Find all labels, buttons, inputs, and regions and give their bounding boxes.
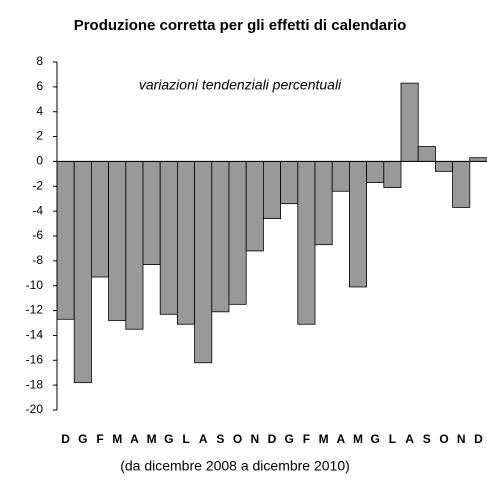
y-tick-label: -6 xyxy=(32,228,43,242)
bar xyxy=(262,161,281,220)
x-tick-label: L xyxy=(389,432,396,446)
bar xyxy=(314,161,333,246)
x-tick-label: A xyxy=(336,432,345,446)
x-tick-label: O xyxy=(439,432,448,446)
y-tick-label: -14 xyxy=(26,328,44,342)
x-tick-label: O xyxy=(233,432,242,446)
bar xyxy=(211,161,230,313)
bar xyxy=(434,161,453,172)
x-tick-label: G xyxy=(164,432,173,446)
bar xyxy=(417,146,436,162)
bar xyxy=(142,161,161,265)
x-tick-label: M xyxy=(319,432,329,446)
x-tick-label: D xyxy=(474,432,483,446)
bar xyxy=(400,82,419,162)
y-tick-label: -16 xyxy=(26,352,44,366)
bar xyxy=(469,157,487,162)
bar xyxy=(125,161,144,330)
y-tick-label: -8 xyxy=(32,253,43,267)
bar xyxy=(331,161,350,192)
chart-subtitle: variazioni tendenziali percentuali xyxy=(139,77,342,93)
x-tick-label: A xyxy=(199,432,208,446)
x-tick-label: F xyxy=(96,432,103,446)
x-tick-label: M xyxy=(112,432,122,446)
bar xyxy=(280,161,299,205)
x-tick-label: A xyxy=(130,432,139,446)
x-tick-label: M xyxy=(147,432,157,446)
y-tick-label: 2 xyxy=(36,129,43,143)
x-tick-label: G xyxy=(285,432,294,446)
x-tick-label: D xyxy=(61,432,70,446)
x-tick-label: N xyxy=(250,432,259,446)
x-tick-label: D xyxy=(268,432,277,446)
x-tick-label: G xyxy=(78,432,87,446)
bar xyxy=(366,161,385,183)
bar xyxy=(348,161,367,288)
bar xyxy=(228,161,247,305)
y-tick-label: -18 xyxy=(26,377,44,391)
y-tick-label: 6 xyxy=(36,79,43,93)
y-tick-label: -2 xyxy=(32,178,43,192)
y-tick-label: -12 xyxy=(26,303,44,317)
x-tick-label: L xyxy=(182,432,189,446)
y-tick-label: 8 xyxy=(36,54,43,68)
y-tick-label: -10 xyxy=(26,278,44,292)
y-tick-label: 4 xyxy=(36,104,43,118)
x-tick-label: F xyxy=(303,432,310,446)
x-tick-label: A xyxy=(405,432,414,446)
x-axis-label: (da dicembre 2008 a dicembre 2010) xyxy=(120,458,350,474)
x-tick-label: S xyxy=(216,432,224,446)
bar xyxy=(91,161,110,278)
bar xyxy=(383,161,402,188)
chart-title: Produzione corretta per gli effetti di c… xyxy=(73,17,407,34)
bar xyxy=(194,161,213,364)
x-tick-label: M xyxy=(353,432,363,446)
y-tick-label: -4 xyxy=(32,203,43,217)
bar xyxy=(159,161,178,315)
y-tick-label: -20 xyxy=(26,402,44,416)
bar xyxy=(452,161,471,208)
x-tick-label: G xyxy=(371,432,380,446)
bar xyxy=(56,161,75,320)
bar xyxy=(73,161,92,384)
x-tick-label: N xyxy=(457,432,466,446)
bar xyxy=(245,161,264,252)
bar xyxy=(108,161,127,321)
y-tick-label: 0 xyxy=(36,154,43,168)
bar xyxy=(297,161,316,325)
bar xyxy=(176,161,195,325)
x-tick-label: S xyxy=(423,432,431,446)
